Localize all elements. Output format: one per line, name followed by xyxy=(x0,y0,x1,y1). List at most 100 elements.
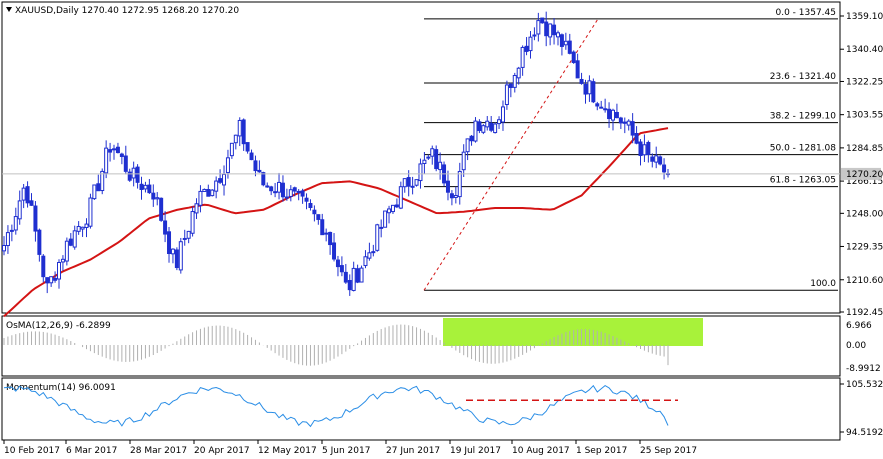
candle-body xyxy=(591,81,596,103)
candle-body xyxy=(355,268,360,283)
candle-body xyxy=(257,169,262,173)
candle-body xyxy=(434,149,439,170)
candle-body xyxy=(481,125,486,133)
candle-body xyxy=(575,60,580,79)
candle-body xyxy=(233,134,238,144)
candle-body xyxy=(112,148,117,151)
candle-body xyxy=(445,180,450,193)
candle-body xyxy=(406,177,411,187)
candle-body xyxy=(178,241,183,271)
candle-body xyxy=(300,190,305,197)
candle-body xyxy=(339,265,344,273)
candle-body xyxy=(489,122,494,131)
candle-body xyxy=(5,232,10,247)
fib-level-label: 61.8 - 1263.05 xyxy=(770,176,836,186)
candle-body xyxy=(96,183,101,192)
fib-level-label: 23.6 - 1321.40 xyxy=(770,72,836,82)
candle-body xyxy=(115,146,120,154)
candle-body xyxy=(304,197,309,202)
candle-body xyxy=(650,156,655,162)
candle-body xyxy=(477,121,482,132)
momentum-line xyxy=(3,384,669,428)
candle-body xyxy=(540,17,545,24)
candle-body xyxy=(316,214,321,220)
date-tick-label: 27 Jun 2017 xyxy=(386,446,440,456)
candle-body xyxy=(214,180,219,192)
candle-body xyxy=(555,32,560,38)
candle-body xyxy=(68,238,73,246)
price-tick-label: 1303.55 xyxy=(846,111,883,121)
date-tick-label: 10 Aug 2017 xyxy=(512,446,570,456)
osma-layer: 6.966 0.00 -8.9912 xyxy=(3,318,881,374)
date-tick-label: 25 Sep 2017 xyxy=(640,446,697,456)
candle-body xyxy=(614,111,619,119)
candle-body xyxy=(343,271,348,283)
osma-tick-label: 0.00 xyxy=(846,341,866,351)
candle-body xyxy=(438,161,443,171)
candle-body xyxy=(229,142,234,157)
current-price-box xyxy=(841,167,881,180)
osma-highlight-zone xyxy=(443,318,703,346)
candle-body xyxy=(646,141,651,156)
candle-body xyxy=(544,21,549,37)
candle-body xyxy=(548,23,553,38)
candle-body xyxy=(430,148,435,157)
candle-body xyxy=(603,108,608,111)
price-tick-label: 1192.45 xyxy=(846,308,883,318)
candle-body xyxy=(198,190,203,206)
candle-body xyxy=(622,121,627,124)
candle-body xyxy=(131,167,136,179)
candle-body xyxy=(658,156,663,165)
candle-body xyxy=(186,230,191,239)
candle-body xyxy=(29,200,34,206)
candle-body xyxy=(167,231,172,255)
candle-body xyxy=(402,178,407,188)
candle-body xyxy=(371,251,376,254)
candle-body xyxy=(88,197,93,227)
candle-body xyxy=(249,152,254,161)
candle-body xyxy=(241,119,246,145)
main-panel-frame xyxy=(1,1,841,314)
candle-body xyxy=(143,184,148,190)
candle-body xyxy=(170,248,175,255)
candle-body xyxy=(485,120,490,128)
candle-body xyxy=(332,242,337,260)
candle-body xyxy=(347,280,352,291)
candle-body xyxy=(222,173,227,186)
candle-body xyxy=(72,230,77,248)
candle-body xyxy=(202,188,207,192)
candle-body xyxy=(363,256,368,267)
date-tick-label: 20 Apr 2017 xyxy=(194,446,250,456)
candle-body xyxy=(2,245,6,252)
moving-average-line xyxy=(3,127,669,318)
price-tick-label: 1322.25 xyxy=(846,77,883,87)
date-tick-label: 10 Feb 2017 xyxy=(4,446,60,456)
osma-tick-label: -8.9912 xyxy=(846,364,881,374)
candle-body xyxy=(414,179,419,186)
ma-layer xyxy=(3,127,669,318)
price-tick-label: 1210.60 xyxy=(846,276,883,286)
candle-body xyxy=(253,160,258,172)
candle-body xyxy=(532,34,537,37)
candle-body xyxy=(524,45,529,52)
candle-body xyxy=(108,149,113,153)
axis-layer: 1359.10 1340.40 1322.25 1303.55 1284.85 1266.… xyxy=(2,12,883,456)
candle-body xyxy=(630,121,635,136)
candle-body xyxy=(453,195,458,198)
candle-body xyxy=(127,171,132,181)
candle-body xyxy=(626,120,631,126)
candle-body xyxy=(57,261,62,280)
candle-body xyxy=(579,78,584,84)
candle-body xyxy=(119,153,124,157)
candle-body xyxy=(426,156,431,159)
candle-body xyxy=(654,155,659,163)
candle-body xyxy=(80,226,85,230)
collapse-icon[interactable] xyxy=(6,7,12,12)
momentum-label: Momentum(14) 96.0091 xyxy=(6,383,116,393)
candle-body xyxy=(277,181,282,193)
candle-body xyxy=(49,276,54,284)
candle-body xyxy=(174,249,179,269)
candle-body xyxy=(64,240,69,262)
candle-body xyxy=(206,189,211,197)
candle-body xyxy=(155,197,160,200)
